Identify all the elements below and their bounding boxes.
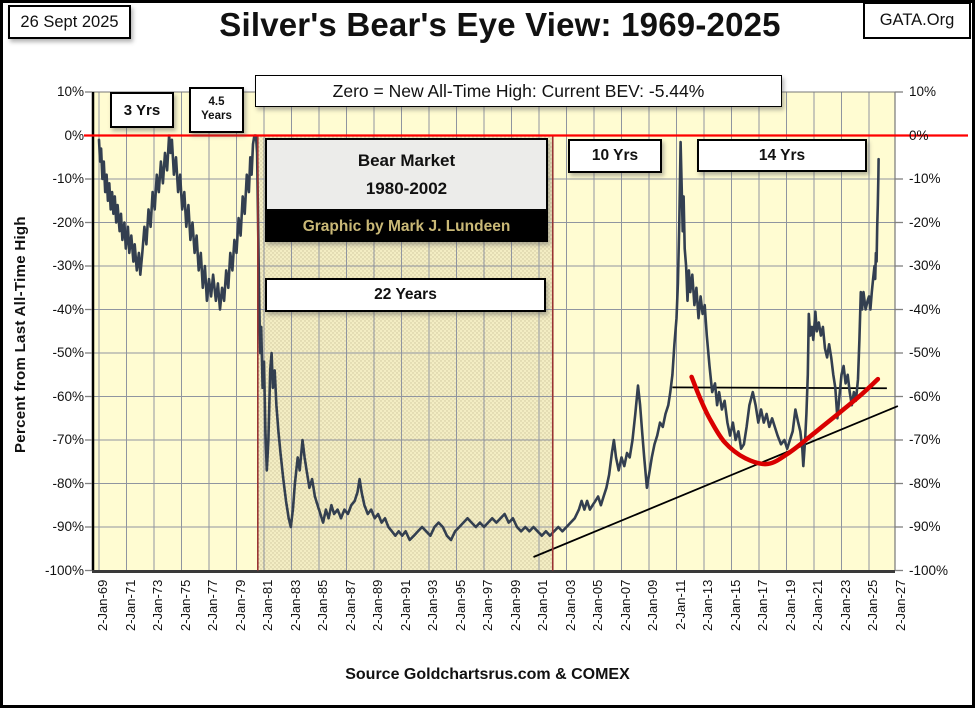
- trend-line-horizontal-resistance: [672, 386, 887, 390]
- gata-org-box: GATA.Org: [863, 2, 971, 39]
- y-tick-label-left: -60%: [52, 388, 84, 404]
- x-tick-label: 2-Jan-11: [672, 580, 688, 631]
- y-tick-label-right: -80%: [909, 475, 941, 491]
- x-tick-label: 2-Jan-87: [342, 580, 358, 632]
- x-tick-label: 2-Jan-13: [700, 580, 715, 632]
- x-tick-label: 2-Jan-81: [260, 580, 275, 632]
- x-tick-label: 2-Jan-03: [562, 580, 578, 632]
- source-credit: Source Goldchartsrus.com & COMEX: [345, 666, 630, 683]
- x-tick-label: 2-Jan-91: [397, 580, 413, 632]
- x-tick-label: 2-Jan-27: [892, 580, 908, 632]
- x-tick-label: 2-Jan-77: [205, 580, 220, 632]
- annotation-22-years: 22 Years: [265, 278, 546, 312]
- y-tick-label-right: -40%: [909, 301, 941, 317]
- x-tick-label: 2-Jan-19: [782, 580, 798, 632]
- red-cup-curve: [689, 374, 881, 467]
- x-tick-label: 2-Jan-71: [122, 580, 138, 632]
- x-tick-label: 2-Jan-73: [150, 580, 165, 632]
- y-tick-label-right: -70%: [909, 432, 941, 447]
- x-tick-label: 2-Jan-23: [837, 580, 853, 632]
- x-tick-label: 2-Jan-95: [452, 580, 468, 632]
- y-tick-label-left: -70%: [52, 432, 84, 447]
- x-tick-label: 2-Jan-79: [232, 580, 248, 632]
- annotation-4-5-years: 4.5 Years: [189, 87, 244, 133]
- x-tick-label: 2-Jan-69: [95, 580, 110, 632]
- y-tick-label-left: -90%: [52, 519, 84, 534]
- annotation-credit: Graphic by Mark J. Lundeen: [265, 211, 548, 242]
- x-tick-label: 2-Jan-17: [755, 580, 770, 632]
- x-tick-label: 2-Jan-75: [177, 580, 193, 632]
- x-tick-label: 2-Jan-05: [590, 580, 605, 632]
- silver-bev-series: [97, 134, 880, 542]
- y-tick-label-right: -20%: [909, 214, 941, 230]
- y-tick-label-right: -50%: [909, 345, 941, 360]
- x-tick-label: 2-Jan-89: [370, 580, 385, 632]
- annotation-3-yrs: 3 Yrs: [110, 92, 174, 128]
- y-tick-label-right: -100%: [909, 562, 949, 578]
- y-tick-label-right: -90%: [909, 519, 941, 534]
- y-tick-label-right: 10%: [909, 84, 937, 99]
- y-tick-label-right: -60%: [909, 388, 941, 404]
- trend-line-rising-support: [533, 405, 899, 558]
- annotation-14-yrs: 14 Yrs: [697, 139, 867, 172]
- date-box: 26 Sept 2025: [8, 5, 131, 39]
- x-tick-label: 2-Jan-83: [287, 580, 303, 632]
- y-tick-label-left: -50%: [52, 345, 84, 360]
- y-tick-label-right: 0%: [909, 127, 929, 143]
- bev-subtitle-box: Zero = New All-Time High: Current BEV: -…: [255, 75, 782, 107]
- x-tick-label: 2-Jan-09: [645, 580, 660, 632]
- y-tick-label-left: 10%: [56, 84, 84, 99]
- y-tick-label-left: -10%: [52, 171, 84, 186]
- annotation-bear-market: Bear Market 1980-2002: [265, 138, 548, 211]
- x-tick-label: 2-Jan-15: [727, 580, 743, 632]
- y-tick-label-left: 0%: [64, 127, 84, 143]
- y-tick-label-right: -10%: [909, 171, 941, 186]
- y-tick-label-right: -30%: [909, 258, 941, 273]
- y-tick-label-left: -30%: [52, 258, 84, 273]
- x-tick-label: 2-Jan-07: [617, 580, 633, 632]
- annotation-10-yrs: 10 Yrs: [568, 139, 662, 173]
- y-tick-label-left: -80%: [52, 475, 84, 491]
- x-tick-label: 2-Jan-01: [535, 580, 550, 632]
- bear-market-line1: Bear Market: [357, 151, 456, 171]
- annotation-4-5-years-text: 4.5 Years: [201, 96, 232, 122]
- y-tick-label-left: -20%: [52, 214, 84, 230]
- x-tick-label: 2-Jan-99: [507, 580, 523, 632]
- y-tick-label-left: -40%: [52, 301, 84, 317]
- bear-market-line2: 1980-2002: [365, 178, 448, 198]
- x-tick-label: 2-Jan-21: [810, 580, 825, 632]
- x-tick-label: 2-Jan-25: [865, 580, 880, 632]
- y-tick-label-left: -100%: [44, 562, 84, 578]
- x-tick-label: 2-Jan-93: [425, 580, 440, 632]
- x-tick-label: 2-Jan-97: [480, 580, 495, 632]
- page-title: Silver's Bear's Eye View: 1969-2025: [219, 6, 781, 43]
- y-axis-title: Percent from Last All-Time High: [12, 216, 29, 454]
- x-tick-label: 2-Jan-85: [315, 580, 330, 632]
